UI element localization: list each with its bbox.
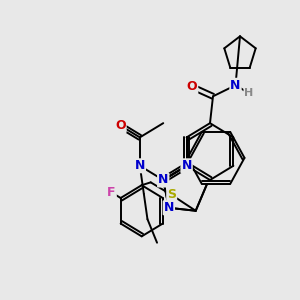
Text: O: O <box>187 80 197 93</box>
Text: O: O <box>115 119 126 132</box>
Text: N: N <box>135 159 145 172</box>
Text: N: N <box>158 173 168 187</box>
Text: N: N <box>230 79 241 92</box>
Text: H: H <box>244 88 253 98</box>
Text: N: N <box>164 201 174 214</box>
Text: F: F <box>107 186 116 199</box>
Text: N: N <box>182 159 192 172</box>
Text: S: S <box>167 188 176 202</box>
